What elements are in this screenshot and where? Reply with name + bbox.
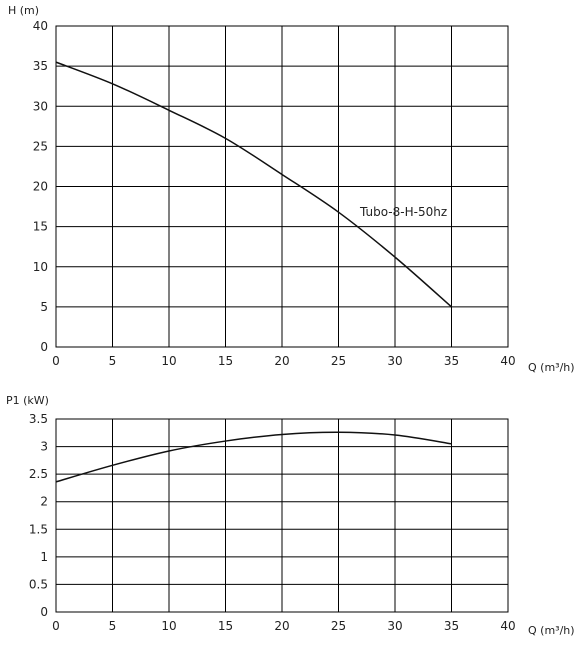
power-chart: 0 5 10 15 20 25 30 35 40 0 0.5 1 1.5 2 2.5 3 3.5 P1 (kW… <box>6 394 575 637</box>
y-tick-label: 2 <box>40 495 48 509</box>
x-tick-label: 10 <box>161 354 176 368</box>
x-tick-label: 40 <box>500 354 515 368</box>
power-chart-x-ticks: 0 5 10 15 20 25 30 35 40 <box>52 619 515 633</box>
x-tick-label: 5 <box>109 354 117 368</box>
y-tick-label: 3.5 <box>29 412 48 426</box>
y-tick-label: 5 <box>40 300 48 314</box>
head-chart-x-ticks: 0 5 10 15 20 25 30 35 40 <box>52 354 515 368</box>
power-chart-y-label: P1 (kW) <box>6 394 49 407</box>
x-tick-label: 25 <box>331 619 346 633</box>
y-tick-label: 0 <box>40 340 48 354</box>
y-tick-label: 3 <box>40 440 48 454</box>
x-tick-label: 30 <box>387 354 402 368</box>
y-tick-label: 0 <box>40 605 48 619</box>
y-tick-label: 1 <box>40 550 48 564</box>
head-chart-grid <box>55 25 509 348</box>
x-tick-label: 15 <box>218 354 233 368</box>
power-chart-grid <box>55 418 509 613</box>
head-chart-y-ticks: 0 5 10 15 20 25 30 35 40 <box>33 19 48 354</box>
y-tick-label: 1.5 <box>29 522 48 536</box>
x-tick-label: 20 <box>274 354 289 368</box>
y-tick-label: 40 <box>33 19 48 33</box>
y-tick-label: 15 <box>33 220 48 234</box>
x-tick-label: 5 <box>109 619 117 633</box>
x-tick-label: 30 <box>387 619 402 633</box>
y-tick-label: 35 <box>33 59 48 73</box>
power-curve-line <box>55 431 452 483</box>
x-tick-label: 35 <box>444 354 459 368</box>
x-tick-label: 10 <box>161 619 176 633</box>
power-chart-y-ticks: 0 0.5 1 1.5 2 2.5 3 3.5 <box>29 412 48 619</box>
x-tick-label: 40 <box>500 619 515 633</box>
head-curve-series-label: Tubo-8-H-50hz <box>359 205 447 219</box>
y-tick-label: 2.5 <box>29 467 48 481</box>
y-tick-label: 25 <box>33 139 48 153</box>
y-tick-label: 10 <box>33 260 48 274</box>
power-chart-x-label: Q (m³/h) <box>528 624 575 637</box>
y-tick-label: 20 <box>33 180 48 194</box>
y-tick-label: 30 <box>33 99 48 113</box>
x-tick-label: 20 <box>274 619 289 633</box>
head-chart-y-label: H (m) <box>8 4 39 17</box>
x-tick-label: 15 <box>218 619 233 633</box>
x-tick-label: 25 <box>331 354 346 368</box>
x-tick-label: 0 <box>52 354 60 368</box>
head-chart-x-label: Q (m³/h) <box>528 361 575 374</box>
x-tick-label: 0 <box>52 619 60 633</box>
head-curve-line <box>55 61 452 308</box>
y-tick-label: 0.5 <box>29 577 48 591</box>
x-tick-label: 35 <box>444 619 459 633</box>
